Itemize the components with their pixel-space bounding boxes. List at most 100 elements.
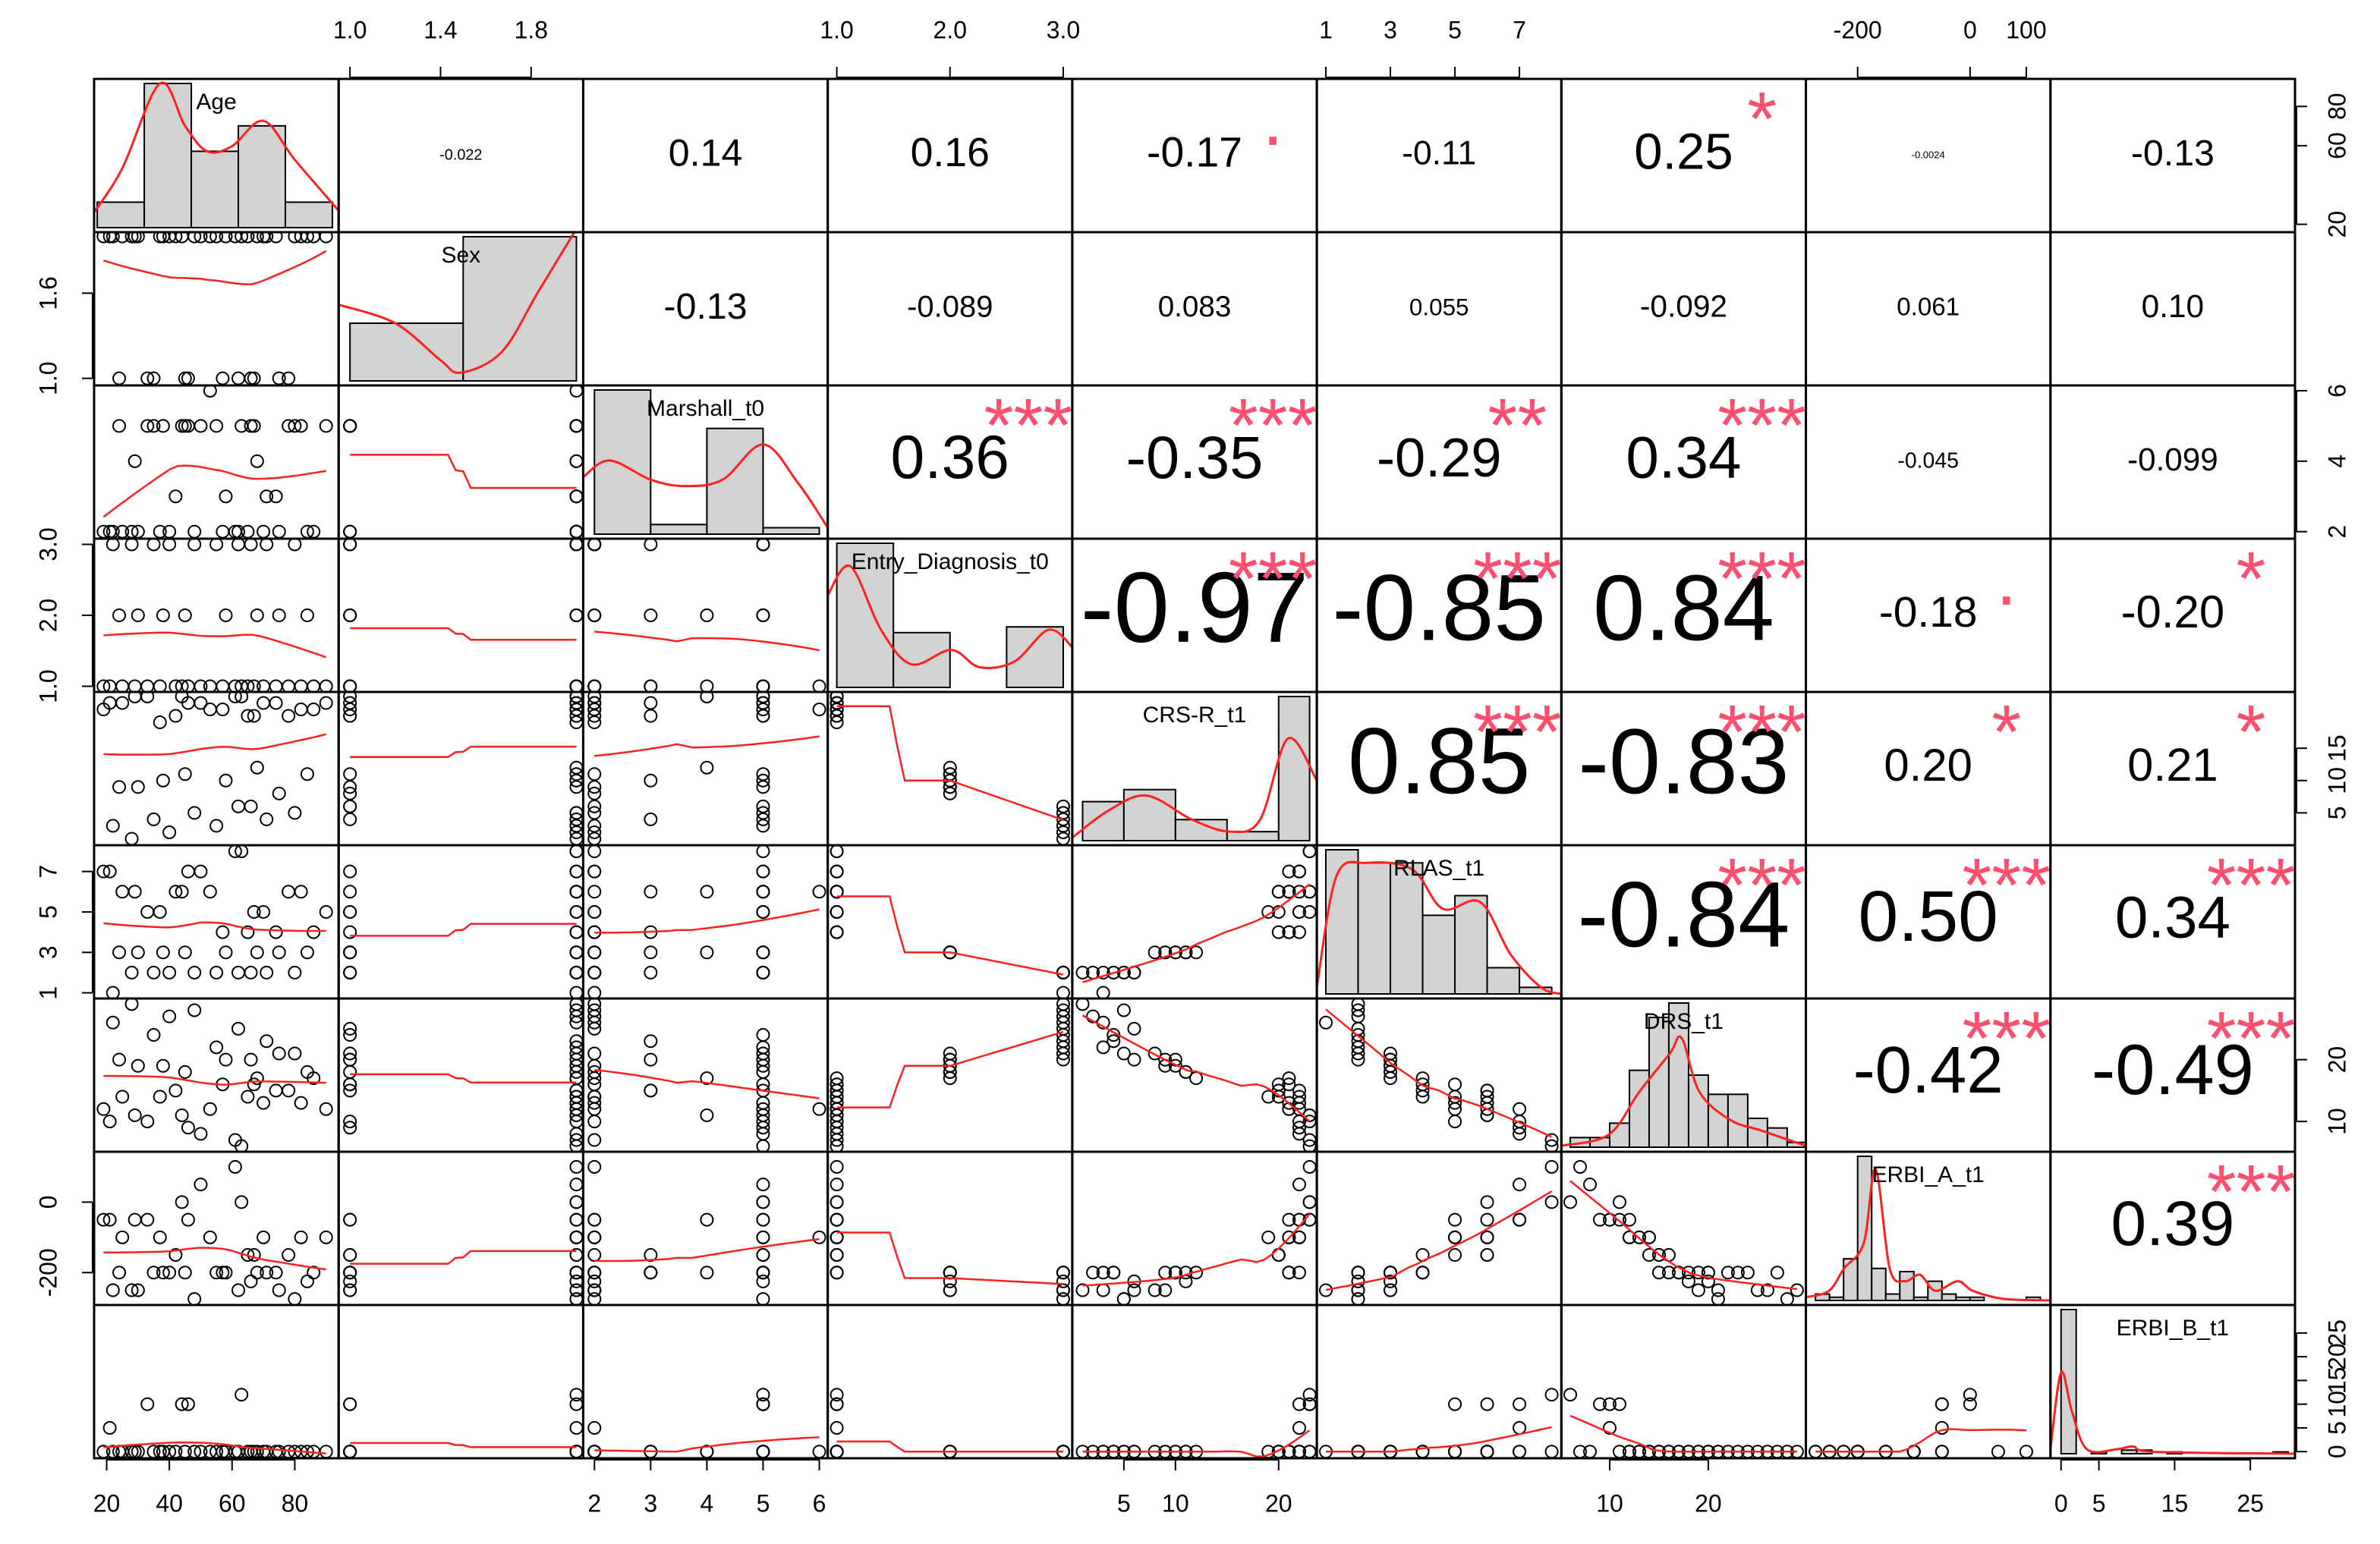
scatter-point — [587, 780, 602, 794]
scatter-point — [128, 692, 142, 703]
histogram-bar — [1226, 831, 1280, 841]
scatter-point — [187, 524, 202, 539]
scatter-point — [131, 945, 145, 960]
scatter-point — [209, 819, 224, 833]
correlation-value: 0.39 — [2111, 1187, 2234, 1259]
y-tick-label: -200 — [34, 1248, 61, 1297]
histogram-bar — [1912, 1296, 1929, 1302]
scatter-point — [140, 419, 155, 433]
scatter-point — [294, 419, 308, 433]
scatter-point — [140, 1397, 155, 1411]
scatter-point — [146, 539, 161, 552]
scatter-point — [587, 709, 602, 723]
scatter-point — [319, 1102, 333, 1116]
scatter-point — [102, 232, 117, 244]
scatter-point — [175, 419, 189, 433]
scatter-point — [1282, 864, 1296, 879]
scatter-point — [1282, 1077, 1296, 1092]
scatter-point — [756, 1274, 770, 1288]
scatter-point — [219, 945, 233, 960]
significance-stars: *** — [2207, 1149, 2296, 1234]
scatter-point — [96, 1102, 111, 1116]
scatter-point — [140, 904, 155, 919]
loess-fit — [594, 1068, 820, 1099]
panel-border — [1071, 1303, 1318, 1460]
scatter-point — [269, 489, 283, 504]
scatter-point — [282, 679, 296, 692]
panel-border — [581, 1150, 830, 1307]
scatter-point — [343, 945, 357, 960]
scatter-point — [209, 965, 224, 980]
scatter-point — [1351, 1266, 1365, 1280]
scatter-point — [587, 1046, 602, 1061]
scatter-point — [1384, 1266, 1398, 1280]
y-tick-label: 10 — [2323, 1108, 2350, 1135]
correlation-value: 0.21 — [2127, 739, 2218, 791]
x-tick-label: 15 — [2161, 1489, 2189, 1517]
scatter-point — [272, 608, 286, 622]
scatter-point — [1056, 1292, 1070, 1305]
scatter-point — [1351, 1292, 1365, 1305]
scatter-point — [288, 1046, 302, 1061]
scatter-point — [162, 1266, 177, 1280]
loess-fit — [1569, 1414, 1797, 1453]
x-tick-label: 5 — [1117, 1489, 1131, 1517]
correlation-value: -0.18 — [1879, 589, 1978, 637]
scatter-point — [343, 1077, 357, 1092]
correlation-value: -0.42 — [1853, 1033, 2004, 1107]
scatter-point — [228, 1133, 242, 1147]
scatter-point — [96, 232, 111, 244]
scatter-point — [250, 1071, 264, 1086]
scatter-point — [250, 608, 264, 622]
scatter-point — [247, 679, 261, 692]
panel-border — [581, 997, 830, 1153]
scatter-point — [178, 1266, 192, 1280]
scatter-point — [1148, 945, 1162, 960]
density-curve — [583, 443, 828, 529]
scatter-point — [1544, 1159, 1559, 1174]
scatter-point — [294, 679, 308, 692]
y-tick-label: 2 — [2323, 525, 2350, 539]
y-tick-label: 15 — [2323, 734, 2350, 762]
scatter-point — [168, 885, 183, 899]
scatter-point — [140, 679, 155, 692]
scatter-point — [1302, 1133, 1317, 1147]
scatter-point — [244, 371, 258, 385]
scatter-point — [140, 1212, 155, 1227]
correlation-value: 0.85 — [1348, 709, 1530, 814]
scatter-point — [569, 679, 584, 692]
scatter-point — [587, 539, 602, 552]
scatter-point — [1292, 1102, 1306, 1116]
scatter-point — [1271, 1248, 1286, 1263]
loess-fit — [836, 895, 1064, 976]
x-tick-label: 80 — [282, 1489, 309, 1517]
scatter-point — [587, 819, 602, 833]
significance-stars: * — [2237, 690, 2266, 775]
scatter-point — [343, 1274, 357, 1288]
scatter-point — [830, 1230, 844, 1244]
scatter-point — [1513, 1115, 1527, 1129]
scatter-point — [1096, 986, 1110, 998]
scatter-point — [830, 885, 844, 899]
scatter-point — [216, 925, 230, 939]
scatter-point — [319, 696, 333, 710]
scatter-point — [112, 419, 127, 433]
scatter-point — [319, 232, 333, 244]
scatter-point — [178, 608, 192, 622]
scatter-point — [241, 679, 255, 692]
scatter-point — [1282, 885, 1296, 899]
scatter-point — [257, 904, 271, 919]
scatter-point — [343, 799, 357, 813]
y-tick-label: 1.6 — [34, 276, 61, 310]
scatter-point — [250, 760, 264, 775]
variable-name: Entry_Diagnosis_t0 — [852, 549, 1049, 574]
scatter-point — [756, 1178, 770, 1192]
scatter-point — [260, 965, 274, 980]
scatter-point — [700, 1108, 714, 1122]
scatter-point — [203, 232, 217, 244]
y-tick-label: 25 — [2323, 1319, 2350, 1347]
scatter-point — [343, 786, 357, 800]
scatter-point — [168, 1248, 183, 1263]
scatter-point — [257, 1230, 271, 1244]
scatter-point — [1544, 1195, 1559, 1209]
